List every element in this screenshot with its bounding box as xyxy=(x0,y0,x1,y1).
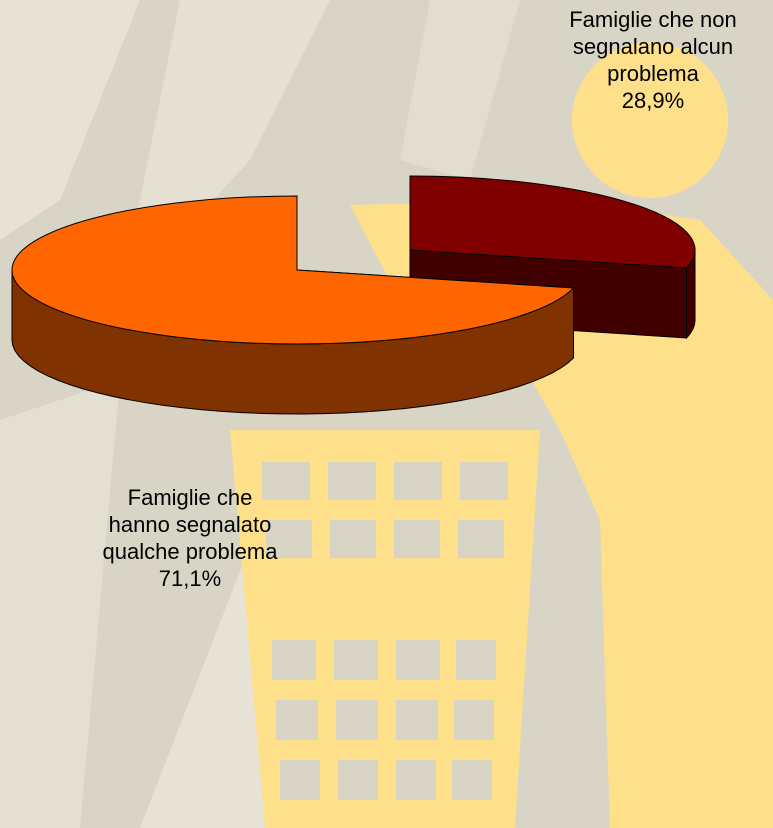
category-label: Famiglie che hanno segnalato qualche pro… xyxy=(102,485,278,564)
value-label: 28,9% xyxy=(621,88,685,113)
slice xyxy=(11,195,575,345)
slice xyxy=(409,175,696,269)
label-box: Famiglie che hanno segnalato qualche pro… xyxy=(70,484,310,592)
slice-label: Famiglie che non segnalano alcun problem… xyxy=(533,6,773,114)
value-label: 71,1% xyxy=(158,566,222,591)
slice-label: Famiglie che hanno segnalato qualche pro… xyxy=(70,484,310,592)
pie xyxy=(11,175,696,415)
category-label: Famiglie che non segnalano alcun problem… xyxy=(569,7,737,86)
label-box: Famiglie che non segnalano alcun problem… xyxy=(533,6,773,114)
